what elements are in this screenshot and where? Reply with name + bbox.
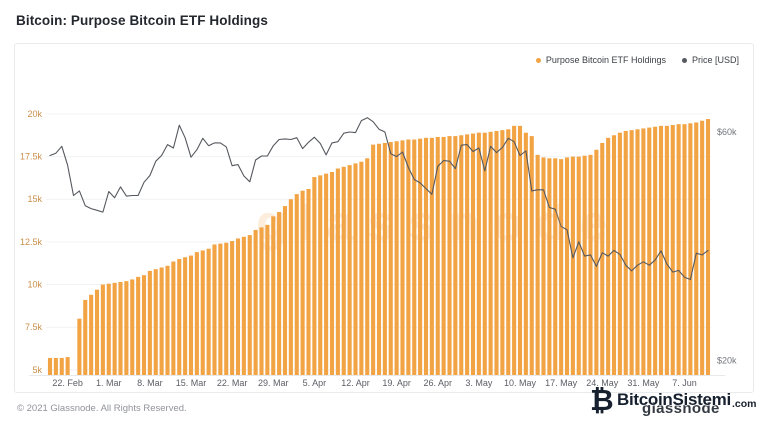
price-legend-dot-icon: [681, 57, 687, 63]
bitcoinsistemi-logo-text: BitcoinSistemi: [617, 390, 731, 409]
svg-text:17.5k: 17.5k: [20, 152, 43, 162]
holdings-bars-series: [47, 119, 711, 376]
bitcoinsistemi-logo-suffix: .com: [732, 398, 757, 410]
svg-text:$20k: $20k: [717, 356, 737, 366]
legend-item-label: Purpose Bitcoin ETF Holdings: [545, 55, 666, 65]
svg-text:10k: 10k: [27, 280, 42, 290]
price-line-series: [49, 117, 709, 281]
svg-text:15k: 15k: [27, 194, 42, 204]
svg-text:12. Apr: 12. Apr: [341, 378, 370, 388]
legend-item-label: Price [USD]: [691, 55, 739, 65]
svg-text:12.5k: 12.5k: [20, 237, 43, 247]
svg-text:7. Jun: 7. Jun: [672, 378, 697, 388]
svg-text:15. Mar: 15. Mar: [176, 378, 207, 388]
svg-text:$60k: $60k: [717, 127, 737, 137]
chart-canvas[interactable]: 5k 7.5k 10k 12.5k 15k 17.5k 20k $20k $60k 22. Feb…: [15, 44, 753, 392]
page-title: Bitcoin: Purpose Bitcoin ETF Holdings: [16, 13, 268, 28]
svg-text:5. Apr: 5. Apr: [303, 378, 327, 388]
svg-text:17. May: 17. May: [545, 378, 578, 388]
svg-text:3. May: 3. May: [465, 378, 493, 388]
copyright-text: © 2021 Glassnode. All Rights Reserved.: [17, 403, 187, 414]
svg-text:22. Feb: 22. Feb: [52, 378, 83, 388]
svg-text:22. Mar: 22. Mar: [217, 378, 248, 388]
brand-watermark: glassnode ₿ BitcoinSistemi .com: [586, 385, 766, 431]
svg-text:20k: 20k: [27, 109, 42, 119]
svg-text:1. Mar: 1. Mar: [96, 378, 122, 388]
svg-text:19. Apr: 19. Apr: [382, 378, 411, 388]
holdings-legend-dot-icon: [535, 57, 541, 63]
axis-labels: 5k 7.5k 10k 12.5k 15k 17.5k 20k $20k $60k 22. Feb…: [20, 109, 737, 388]
svg-text:24. May: 24. May: [586, 378, 619, 388]
svg-text:8. Mar: 8. Mar: [137, 378, 163, 388]
svg-text:7.5k: 7.5k: [25, 322, 43, 332]
svg-text:29. Mar: 29. Mar: [258, 378, 289, 388]
legend-item-holdings[interactable]: Purpose Bitcoin ETF Holdings: [535, 55, 666, 65]
svg-text:31. May: 31. May: [627, 378, 660, 388]
bitcoin-icon: ₿: [590, 385, 614, 417]
svg-text:10. May: 10. May: [504, 378, 537, 388]
svg-text:5k: 5k: [32, 365, 42, 375]
legend: Purpose Bitcoin ETF Holdings Price [USD]: [535, 55, 739, 65]
chart-card: glassnode 5k 7.5k 10k 12.5k 15k 17.5k 20k $20k $…: [14, 43, 754, 393]
glassnode-logo-text: glassnode: [642, 400, 720, 417]
legend-item-price[interactable]: Price [USD]: [681, 55, 739, 65]
svg-text:26. Apr: 26. Apr: [423, 378, 452, 388]
